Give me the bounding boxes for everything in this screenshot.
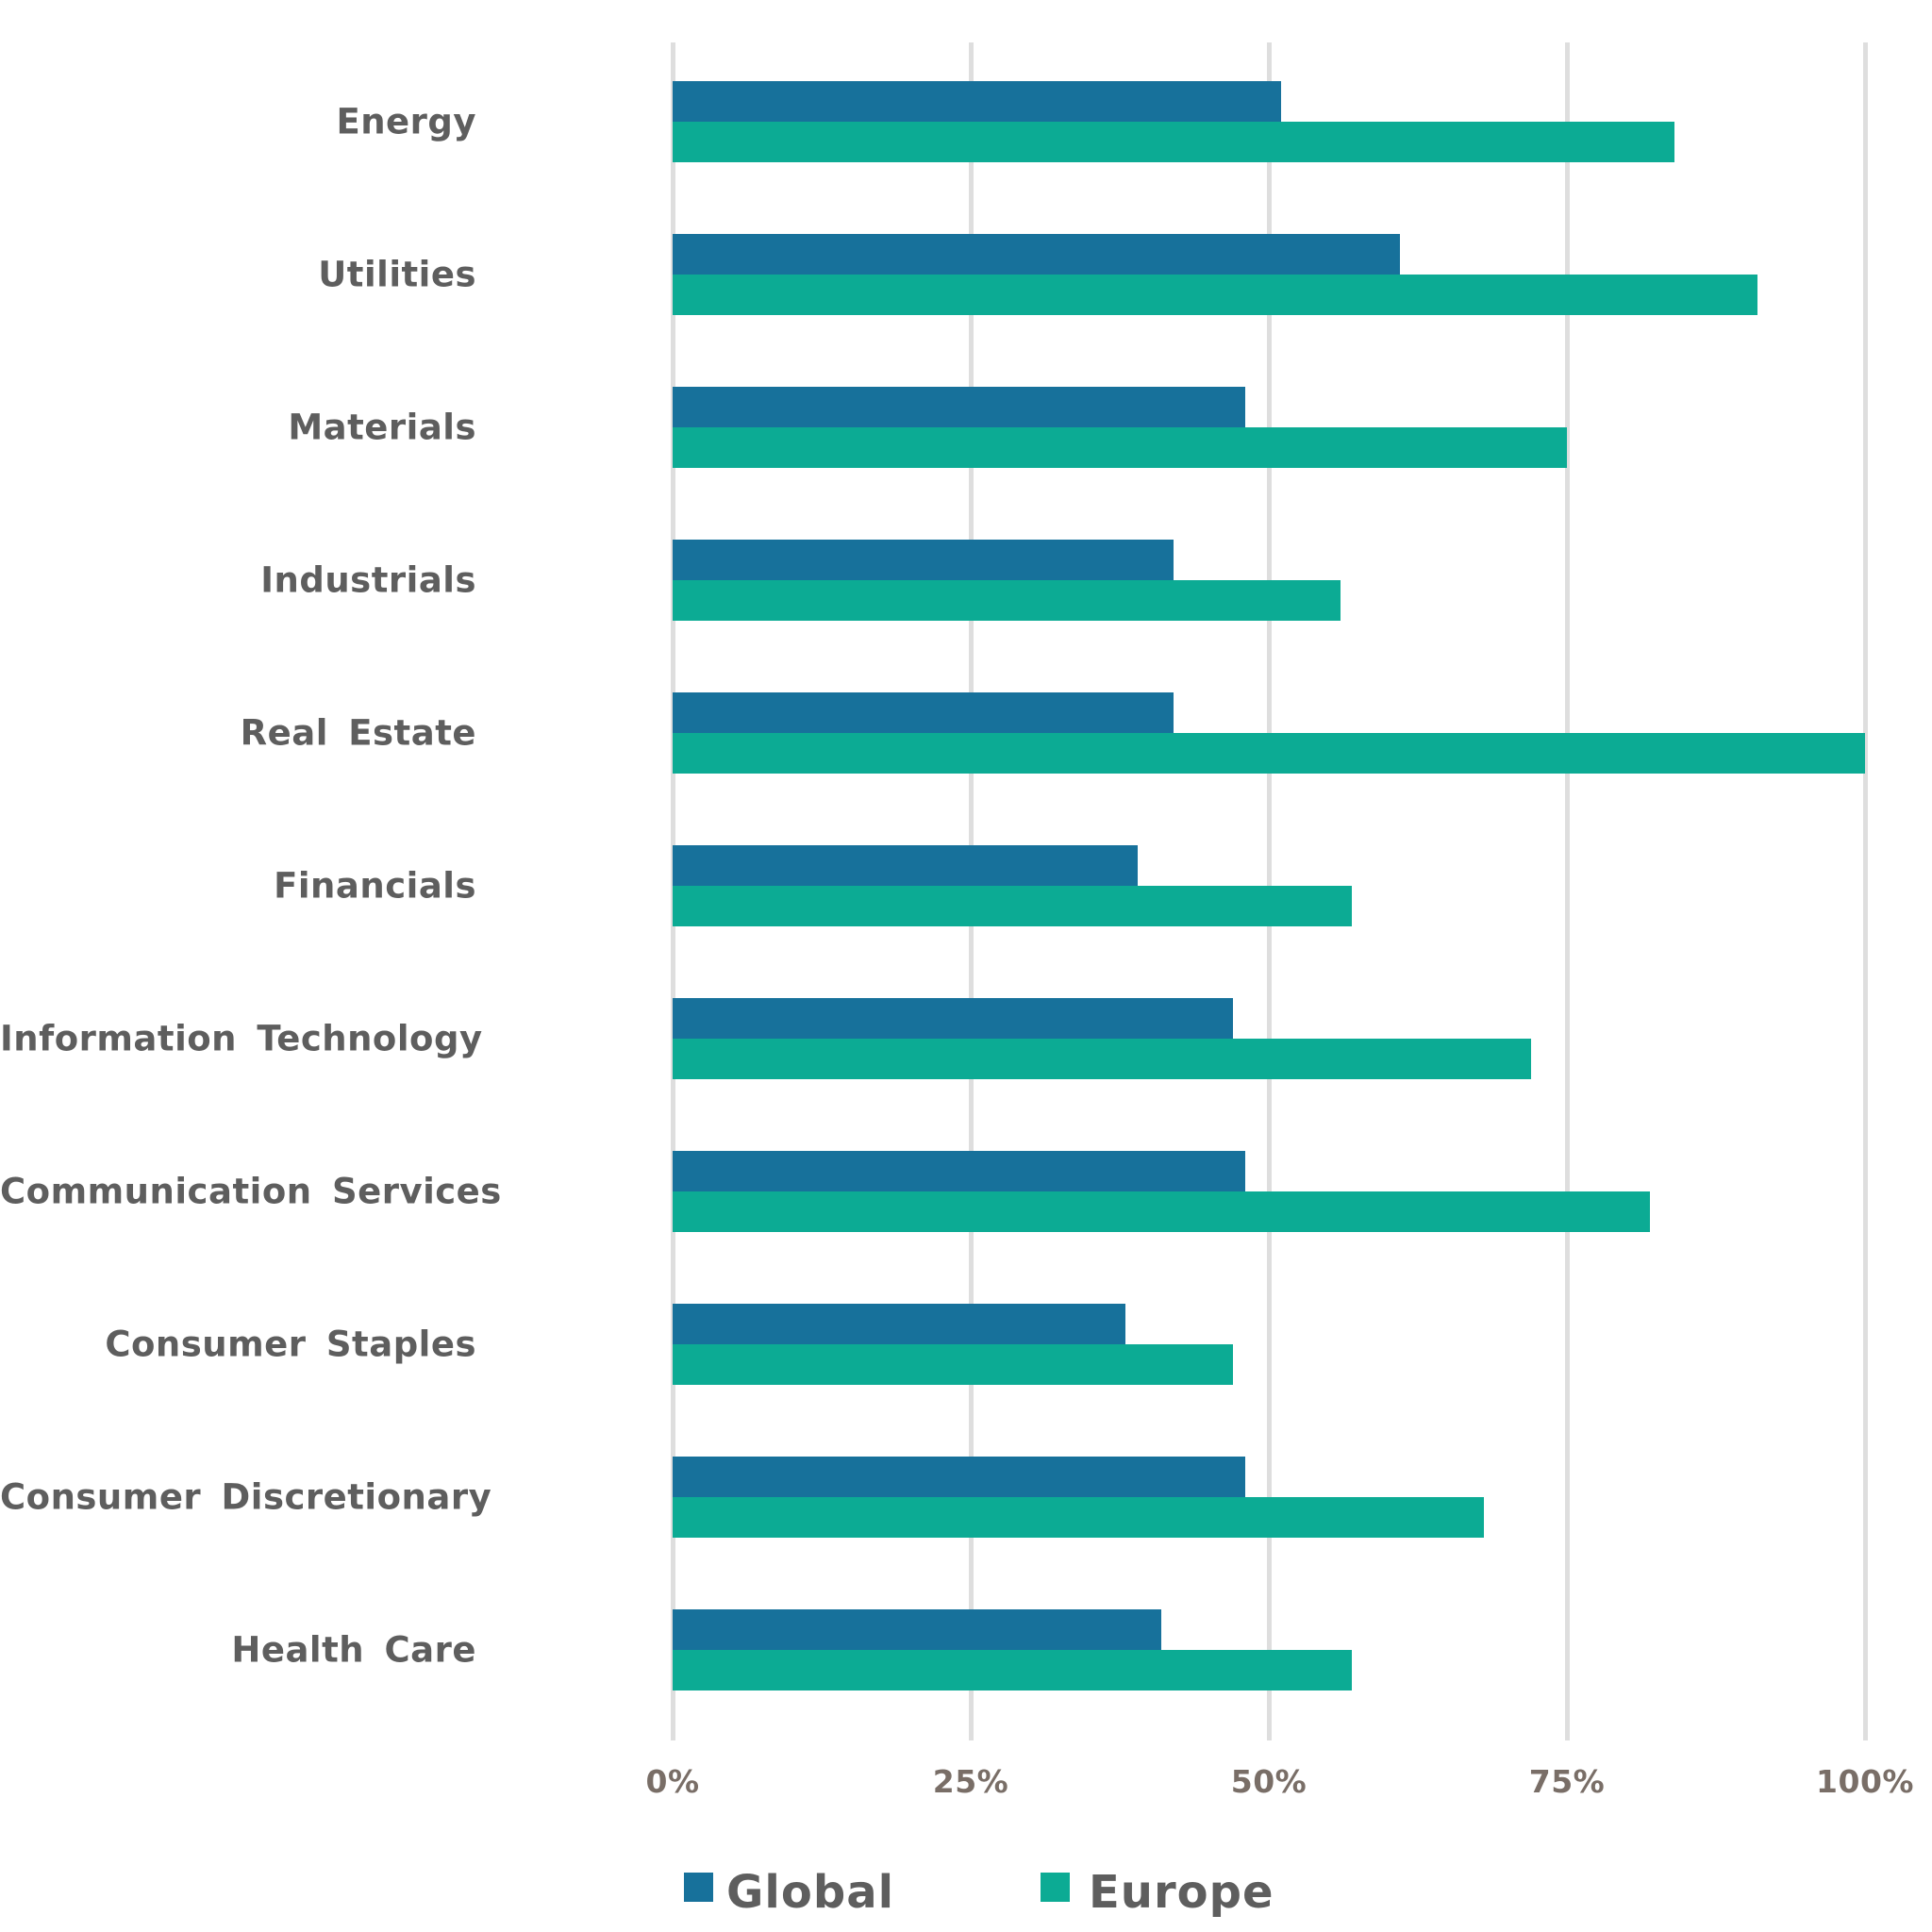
bar-utilities-global (673, 234, 1401, 275)
x-tick-label-0: 0% (645, 1763, 700, 1800)
category-label-real-estate: Real Estate (240, 712, 476, 754)
category-label-energy: Energy (336, 101, 476, 142)
legend-swatch-global (684, 1873, 713, 1902)
category-label-utilities: Utilities (318, 254, 476, 295)
legend: Global Europe (0, 1866, 1932, 1923)
category-label-industrials: Industrials (260, 559, 476, 601)
x-tick-label-100: 100% (1816, 1763, 1914, 1800)
bar-industrials-global (673, 540, 1174, 580)
bar-health-care-europe (673, 1650, 1353, 1690)
bar-real-estate-global (673, 692, 1174, 733)
legend-label-europe: Europe (1089, 1866, 1274, 1919)
bar-consumer-staples-global (673, 1304, 1126, 1344)
bar-information-technology-europe (673, 1039, 1532, 1079)
bar-materials-global (673, 387, 1245, 427)
category-label-communication-services: Communication Services (0, 1171, 502, 1212)
category-label-consumer-discretionary: Consumer Discretionary (0, 1476, 492, 1518)
gridline-75 (1564, 42, 1570, 1740)
bar-industrials-europe (673, 580, 1341, 621)
bar-energy-europe (673, 122, 1674, 162)
bar-materials-europe (673, 427, 1567, 468)
bar-communication-services-europe (673, 1191, 1651, 1232)
bar-utilities-europe (673, 275, 1758, 315)
category-label-materials: Materials (288, 407, 476, 448)
category-label-financials: Financials (274, 865, 476, 907)
x-tick-label-75: 75% (1528, 1763, 1606, 1800)
gridline-100 (1862, 42, 1868, 1740)
bar-consumer-discretionary-europe (673, 1497, 1484, 1538)
bar-consumer-staples-europe (673, 1344, 1234, 1385)
x-tick-label-25: 25% (932, 1763, 1009, 1800)
bar-consumer-discretionary-global (673, 1457, 1245, 1497)
category-label-information-technology: Information Technology (0, 1018, 483, 1059)
bar-health-care-global (673, 1609, 1162, 1650)
category-label-consumer-staples: Consumer Staples (105, 1324, 476, 1365)
bar-real-estate-europe (673, 733, 1865, 774)
category-label-health-care: Health Care (231, 1629, 476, 1671)
bar-financials-global (673, 845, 1138, 886)
bar-energy-global (673, 81, 1281, 122)
bar-financials-europe (673, 886, 1353, 926)
bar-information-technology-global (673, 998, 1234, 1039)
x-tick-label-50: 50% (1230, 1763, 1307, 1800)
bar-communication-services-global (673, 1151, 1245, 1191)
legend-swatch-europe (1041, 1873, 1070, 1902)
legend-label-global: Global (726, 1866, 895, 1919)
